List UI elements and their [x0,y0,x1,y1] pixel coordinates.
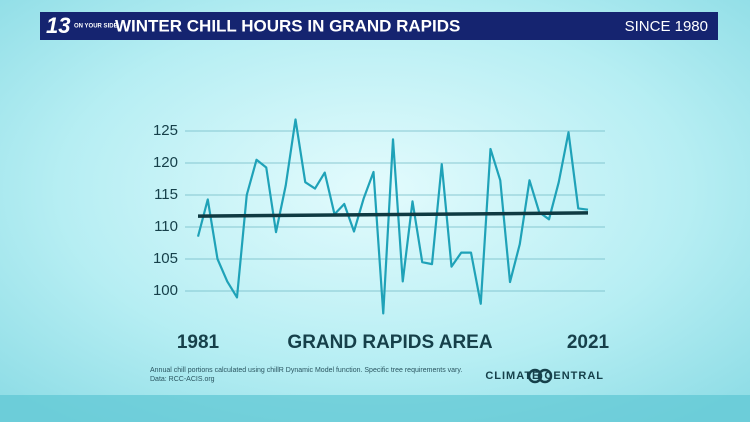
title: WINTER CHILL HOURS IN GRAND RAPIDS [115,16,460,35]
trend-line [197,211,589,218]
logo-text: ON YOUR SIDE [74,24,118,30]
x-tick-label: 2021 [567,332,610,353]
source-logo: CLIMATE CENTRAL [485,370,604,382]
bottom-strip [0,395,750,422]
y-tick-label: 105 [153,250,178,267]
header-bar [40,12,718,40]
note: Annual chill portions calculated using c… [150,367,462,374]
y-tick-label: 110 [154,218,178,235]
x-axis-label: GRAND RAPIDS AREA [287,332,492,353]
subtitle: SINCE 1980 [625,18,708,35]
logo-ring [537,368,553,384]
logo-number: 13 [46,13,70,38]
y-tick-label: 120 [153,154,178,171]
y-tick-label: 115 [154,186,178,203]
y-tick-label: 100 [153,282,178,299]
logo-ring [527,368,543,384]
data-line [196,118,589,315]
x-tick-label: 1981 [177,332,220,353]
y-tick-label: 125 [153,122,178,139]
note: Data: RCC-ACIS.org [150,376,215,383]
source-logo-icon [527,368,553,384]
